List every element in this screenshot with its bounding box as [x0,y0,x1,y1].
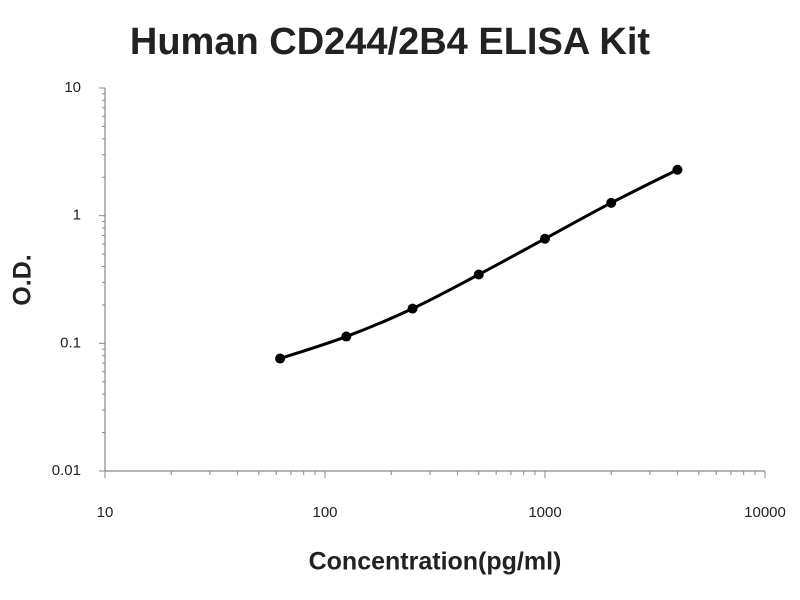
point [407,303,418,314]
y-tick-label: 0.1 [60,334,81,351]
point [672,164,683,175]
x-tick-label: 100 [312,504,337,521]
point [606,197,617,208]
point [540,233,550,244]
curve [279,168,679,360]
x-tick-label: 1000 [528,504,561,521]
chart-title: Human CD244/2B4 ELISA Kit [130,21,651,63]
x-axis-label: Concentration(pg/ml) [309,548,562,576]
point [473,269,484,280]
y-tick-label: 10 [64,79,81,96]
x-tick-label: 10 [97,504,114,521]
y-tick-label: 1 [73,207,81,224]
point [275,353,286,364]
point [341,331,352,342]
y-axis-label: O.D. [9,254,37,305]
x-tick-label: 10000 [744,504,786,521]
y-tick-label: 0.01 [52,462,81,479]
